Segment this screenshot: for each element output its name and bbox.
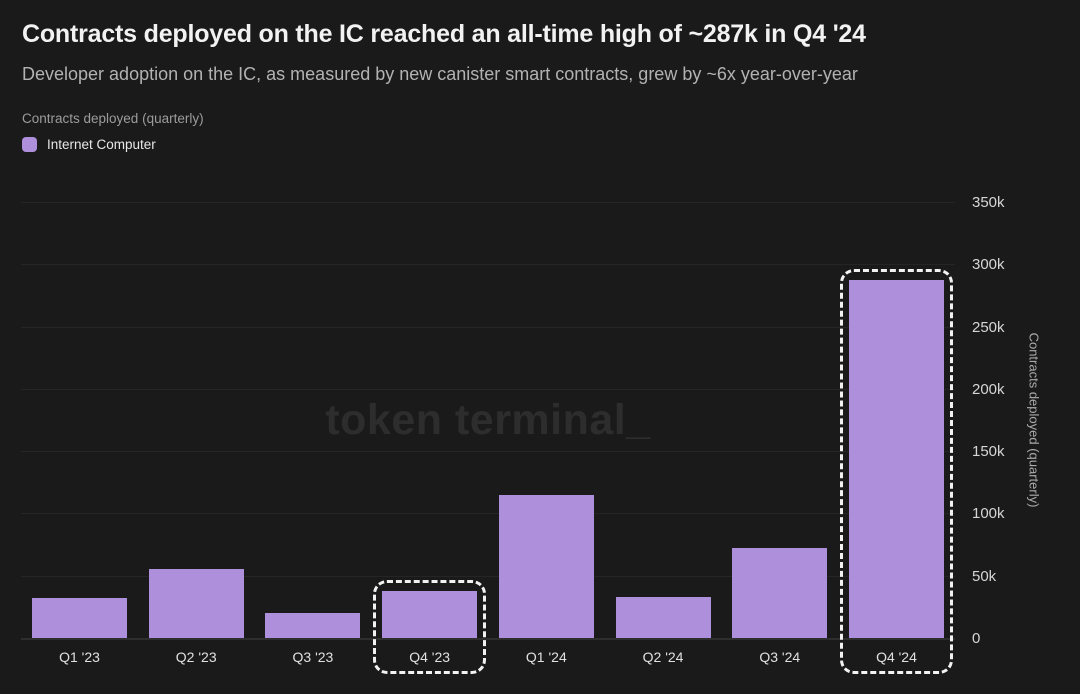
bar-q4-24[interactable] (848, 280, 944, 638)
y-tick-300k: 300k (972, 256, 1005, 274)
legend-item-internet-computer[interactable]: Internet Computer (22, 137, 156, 152)
x-tick-q3-23: Q3 '23 (292, 649, 334, 665)
y-tick-200k: 200k (972, 380, 1005, 398)
x-tick-q1-24: Q1 '24 (525, 649, 567, 665)
x-tick-q2-23: Q2 '23 (175, 649, 217, 665)
y-axis-title: Contracts deployed (quarterly) (1026, 332, 1042, 508)
highlight-box-q4-24 (839, 269, 953, 674)
y-tick-350k: 350k (972, 194, 1005, 211)
gridline-100k (21, 513, 955, 515)
gridline-150k (21, 451, 955, 453)
bar-q3-24[interactable] (732, 548, 828, 638)
gridline-250k (21, 326, 955, 328)
gridline-300k (21, 264, 955, 266)
x-tick-q1-23: Q1 '23 (59, 649, 100, 665)
chart-subtitle: Developer adoption on the IC, as measure… (22, 64, 858, 84)
x-tick-q2-24: Q2 '24 (642, 649, 684, 665)
bar-q4-23[interactable] (382, 590, 478, 638)
x-axis-baseline (21, 638, 955, 640)
bar-q2-24[interactable] (615, 596, 711, 638)
legend-label: Internet Computer (47, 137, 156, 152)
x-tick-q4-23: Q4 '23 (409, 649, 451, 665)
y-tick-250k: 250k (972, 318, 1005, 336)
metric-label: Contracts deployed (quarterly) (22, 111, 204, 126)
legend-swatch-icon (22, 137, 37, 152)
token-terminal-watermark: token terminal_ (325, 396, 651, 444)
x-tick-q3-24: Q3 '24 (759, 649, 801, 665)
gridline-350k (21, 202, 955, 203)
bar-q2-23[interactable] (148, 569, 244, 638)
y-tick-0: 0 (972, 630, 981, 647)
y-tick-50k: 50k (972, 567, 997, 585)
highlight-box-q4-23 (373, 579, 487, 674)
bar-q3-23[interactable] (265, 613, 361, 638)
y-tick-150k: 150k (972, 443, 1005, 461)
gridline-200k (21, 388, 955, 390)
chart-title: Contracts deployed on the IC reached an … (22, 20, 866, 48)
y-tick-100k: 100k (972, 505, 1005, 523)
bar-q1-24[interactable] (498, 494, 594, 638)
x-tick-q4-24: Q4 '24 (876, 649, 917, 665)
gridline-50k (21, 575, 955, 577)
bar-q1-23[interactable] (32, 598, 127, 638)
